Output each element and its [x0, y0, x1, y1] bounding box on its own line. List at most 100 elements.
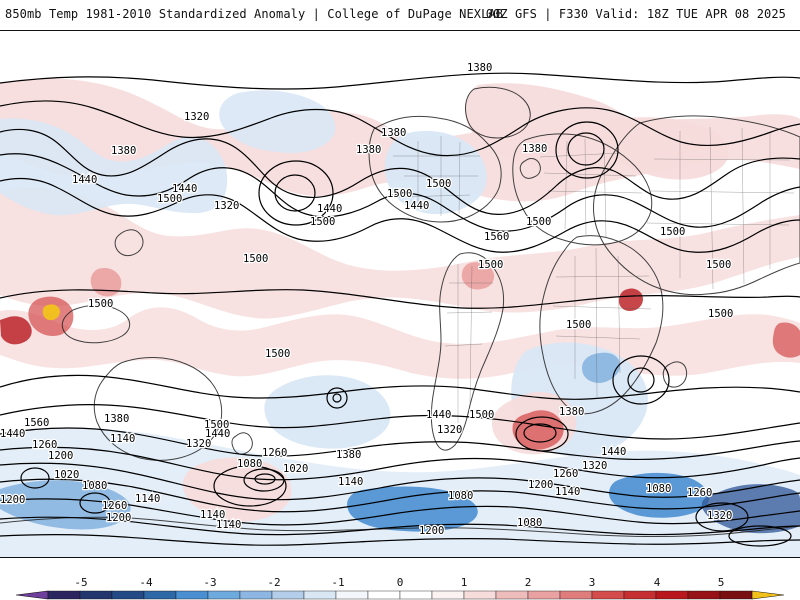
height-contours	[0, 72, 800, 547]
contour-label: 1500	[426, 178, 451, 190]
colorbar-segment	[367, 590, 401, 600]
contour-label: 1320	[582, 460, 607, 472]
coastline-uk	[519, 158, 541, 179]
closed-contour	[515, 416, 569, 452]
contour-label: 1140	[338, 476, 363, 488]
colorbar-tick-label: -4	[139, 576, 153, 589]
contour-label: 1140	[216, 519, 241, 531]
colorbar-segment	[463, 590, 497, 600]
contour-label: 1500	[265, 348, 290, 360]
closed-contour	[627, 367, 655, 393]
contour-label: 1380	[467, 62, 492, 74]
anomaly-blob	[264, 375, 391, 449]
closed-contour	[728, 525, 792, 547]
contour-label: 1200	[106, 512, 131, 524]
closed-contour	[243, 468, 285, 492]
coastline-africa	[539, 235, 664, 415]
closed-contour	[523, 423, 557, 443]
political-borders	[393, 126, 795, 423]
contour-label: 1500	[204, 419, 229, 431]
colorbar-segment	[79, 590, 113, 600]
weather-map: 1380 1320 1380 1440 1500 1320 1440 1500 …	[0, 31, 800, 557]
contour-label: 1020	[283, 463, 308, 475]
contour-label: 1380	[559, 406, 584, 418]
contour-label: 1200	[419, 525, 444, 537]
colorbar-right-arrow	[751, 590, 785, 600]
colorbar-tick-label: 2	[525, 576, 532, 589]
contour-label: 1440	[172, 183, 197, 195]
coastline-greenland	[465, 86, 531, 139]
colorbar-tick-labels: -5 -4 -3 -2 -1 0 1 2 3 4 5	[74, 576, 724, 589]
contour-line	[0, 404, 800, 440]
colorbar-segment	[687, 590, 721, 600]
contour-line	[0, 128, 800, 215]
contour-label: 1380	[381, 127, 406, 139]
contour-label: 1440	[72, 174, 97, 186]
colorbar-tick-label: -3	[203, 576, 216, 589]
contour-label: 1080	[82, 480, 107, 492]
anomaly-blob	[90, 267, 122, 297]
closed-contour	[258, 160, 334, 226]
contour-label: 1560	[24, 417, 49, 429]
contour-label: 1080	[646, 483, 671, 495]
colorbar-segment	[239, 590, 273, 600]
contour-label: 1440	[404, 200, 429, 212]
colorbar-segment	[271, 590, 305, 600]
anomaly-blob	[582, 352, 621, 383]
colorbar: -5 -4 -3 -2 -1 0 1 2 3 4 5	[0, 568, 800, 600]
colorbar-tick-label: -2	[267, 576, 280, 589]
colorbar-tick-label: 4	[654, 576, 661, 589]
anomaly-blob	[347, 486, 478, 532]
contour-label: 1260	[687, 487, 712, 499]
border-lines-north-america	[393, 136, 480, 216]
anomaly-blob	[608, 472, 710, 518]
contour-line	[0, 516, 800, 536]
coastline-north-america	[368, 115, 502, 223]
contour-label: 1500	[526, 216, 551, 228]
contour-label: 1140	[135, 493, 160, 505]
contour-line	[0, 100, 800, 157]
contour-label: 1260	[553, 468, 578, 480]
contour-line	[0, 72, 800, 90]
coastline-japan	[114, 229, 144, 257]
contour-label: 1500	[708, 308, 733, 320]
contour-label: 1140	[555, 486, 580, 498]
contour-label: 1560	[484, 231, 509, 243]
anomaly-blob	[219, 90, 336, 153]
contour-label: 1500	[310, 216, 335, 228]
colorbar-tick-label: 0	[397, 576, 404, 589]
closed-contour	[695, 502, 749, 532]
contour-label: 1500	[566, 319, 591, 331]
colorbar-tick-label: 5	[718, 576, 725, 589]
contour-label: 1260	[102, 500, 127, 512]
colorbar-segment	[431, 590, 465, 600]
coastline-antarctica	[0, 516, 800, 538]
anomaly-blob	[0, 316, 32, 345]
anomaly-blob	[0, 187, 800, 319]
chart-title: 850mb Temp 1981-2010 Standardized Anomal…	[5, 7, 504, 21]
colorbar-segment	[47, 590, 81, 600]
anomaly-blob	[42, 304, 60, 321]
anomaly-blob	[772, 322, 800, 358]
closed-contour	[20, 467, 50, 489]
contour-label: 1500	[243, 253, 268, 265]
contour-label: 1380	[356, 144, 381, 156]
anomaly-blob	[461, 262, 495, 290]
border-lines-europe	[539, 138, 643, 238]
coastline-indonesia	[62, 304, 131, 344]
contour-line	[0, 427, 800, 461]
contour-label: 1440	[317, 203, 342, 215]
contour-line	[0, 153, 800, 232]
colorbar-tick-label: 1	[461, 576, 468, 589]
coastline-australia	[93, 356, 223, 461]
colorbar-segment	[303, 590, 337, 600]
contour-label: 1380	[336, 449, 361, 461]
contour-label: 1500	[478, 259, 503, 271]
contour-label-layer: 1380 1320 1380 1440 1500 1320 1440 1500 …	[0, 61, 734, 538]
colorbar-segment	[399, 590, 433, 600]
map-panel: 1380 1320 1380 1440 1500 1320 1440 1500 …	[0, 30, 800, 558]
contour-line	[0, 178, 800, 253]
contour-label: 1260	[262, 447, 287, 459]
anomaly-blob	[618, 288, 643, 311]
contour-label: 1200	[48, 450, 73, 462]
